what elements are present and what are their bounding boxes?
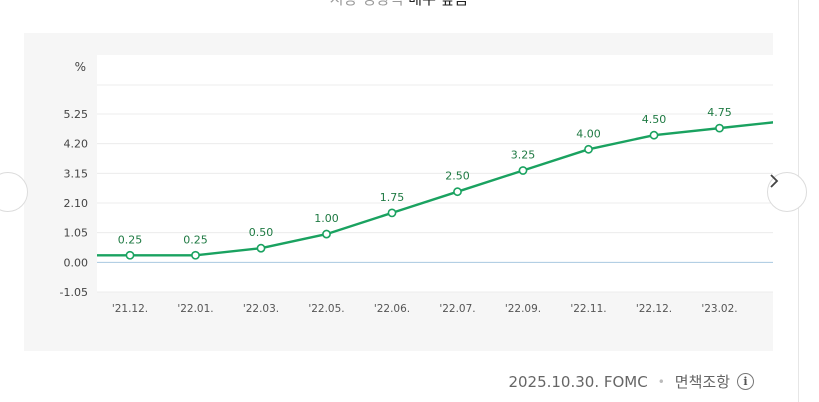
data-label: 4.75 — [707, 106, 732, 119]
next-button[interactable] — [767, 172, 807, 212]
chevron-left-icon — [0, 173, 1, 189]
y-tick-label: 1.05 — [64, 227, 89, 240]
data-point — [649, 130, 659, 140]
x-tick-label: '23.02. — [701, 303, 737, 315]
y-tick-label: 3.15 — [64, 167, 89, 180]
data-point — [322, 229, 331, 239]
data-point — [518, 166, 528, 175]
info-icon[interactable]: i — [737, 373, 754, 390]
y-tick-label: 0.00 — [64, 256, 89, 269]
y-tick-label: 4.20 — [64, 138, 89, 151]
data-label: 0.50 — [249, 226, 274, 239]
data-point — [453, 187, 462, 197]
data-label: 0.25 — [118, 233, 143, 246]
data-point — [125, 250, 135, 260]
card-title-prefix: 시장 영향력 — [330, 0, 404, 8]
x-tick-label: '22.11. — [570, 303, 606, 315]
series-line — [97, 121, 773, 257]
chart-area: 5.25 4.20 3.15 2.10 1.05 0.00 -1.05% '21.12. '22… — [24, 33, 773, 351]
data-label: 0.25 — [183, 233, 208, 246]
rate-chart-card: 시장 영향력 매우 높음 5.25 4.20 3.15 2.10 1.05 0.00 -1.… — [0, 0, 799, 402]
data-label: 1.75 — [380, 191, 405, 204]
data-label: 4.00 — [576, 127, 601, 140]
x-tick-label: '22.06. — [374, 303, 410, 315]
footer-separator: • — [657, 374, 665, 389]
x-tick-label: '22.12. — [636, 303, 672, 315]
data-point — [387, 208, 397, 218]
data-point — [584, 144, 593, 154]
y-tick-label: -1.05 — [60, 286, 88, 299]
data-label: 3.25 — [511, 149, 536, 162]
chevron-right-icon — [770, 174, 779, 188]
disclaimer-link[interactable]: 면책조항 — [674, 373, 730, 391]
card-title-emphasis: 매우 높음 — [408, 0, 468, 8]
x-tick-label: '22.01. — [177, 303, 213, 315]
y-tick-label: 2.10 — [64, 197, 89, 210]
y-unit-label: % — [75, 60, 86, 74]
data-point — [191, 250, 200, 260]
line-chart: 5.25 4.20 3.15 2.10 1.05 0.00 -1.05% '21.12. '22… — [60, 55, 773, 315]
card-title: 시장 영향력 매우 높음 — [0, 0, 798, 9]
y-tick-label: 5.25 — [64, 108, 89, 121]
x-tick-label: '22.07. — [439, 303, 475, 315]
x-tick-label: '22.09. — [505, 303, 541, 315]
x-tick-label: '21.12. — [112, 303, 148, 315]
data-label: 4.50 — [642, 113, 667, 126]
chart-footer: 2025.10.30. FOMC • 면책조항 i — [508, 371, 754, 392]
data-point — [256, 243, 266, 253]
x-tick-label: '22.03. — [243, 303, 279, 315]
data-point — [715, 123, 724, 133]
x-tick-label: '22.05. — [308, 303, 344, 315]
data-label: 2.50 — [445, 170, 470, 183]
data-label: 1.00 — [314, 212, 339, 225]
source-label: 2025.10.30. FOMC — [508, 372, 648, 391]
